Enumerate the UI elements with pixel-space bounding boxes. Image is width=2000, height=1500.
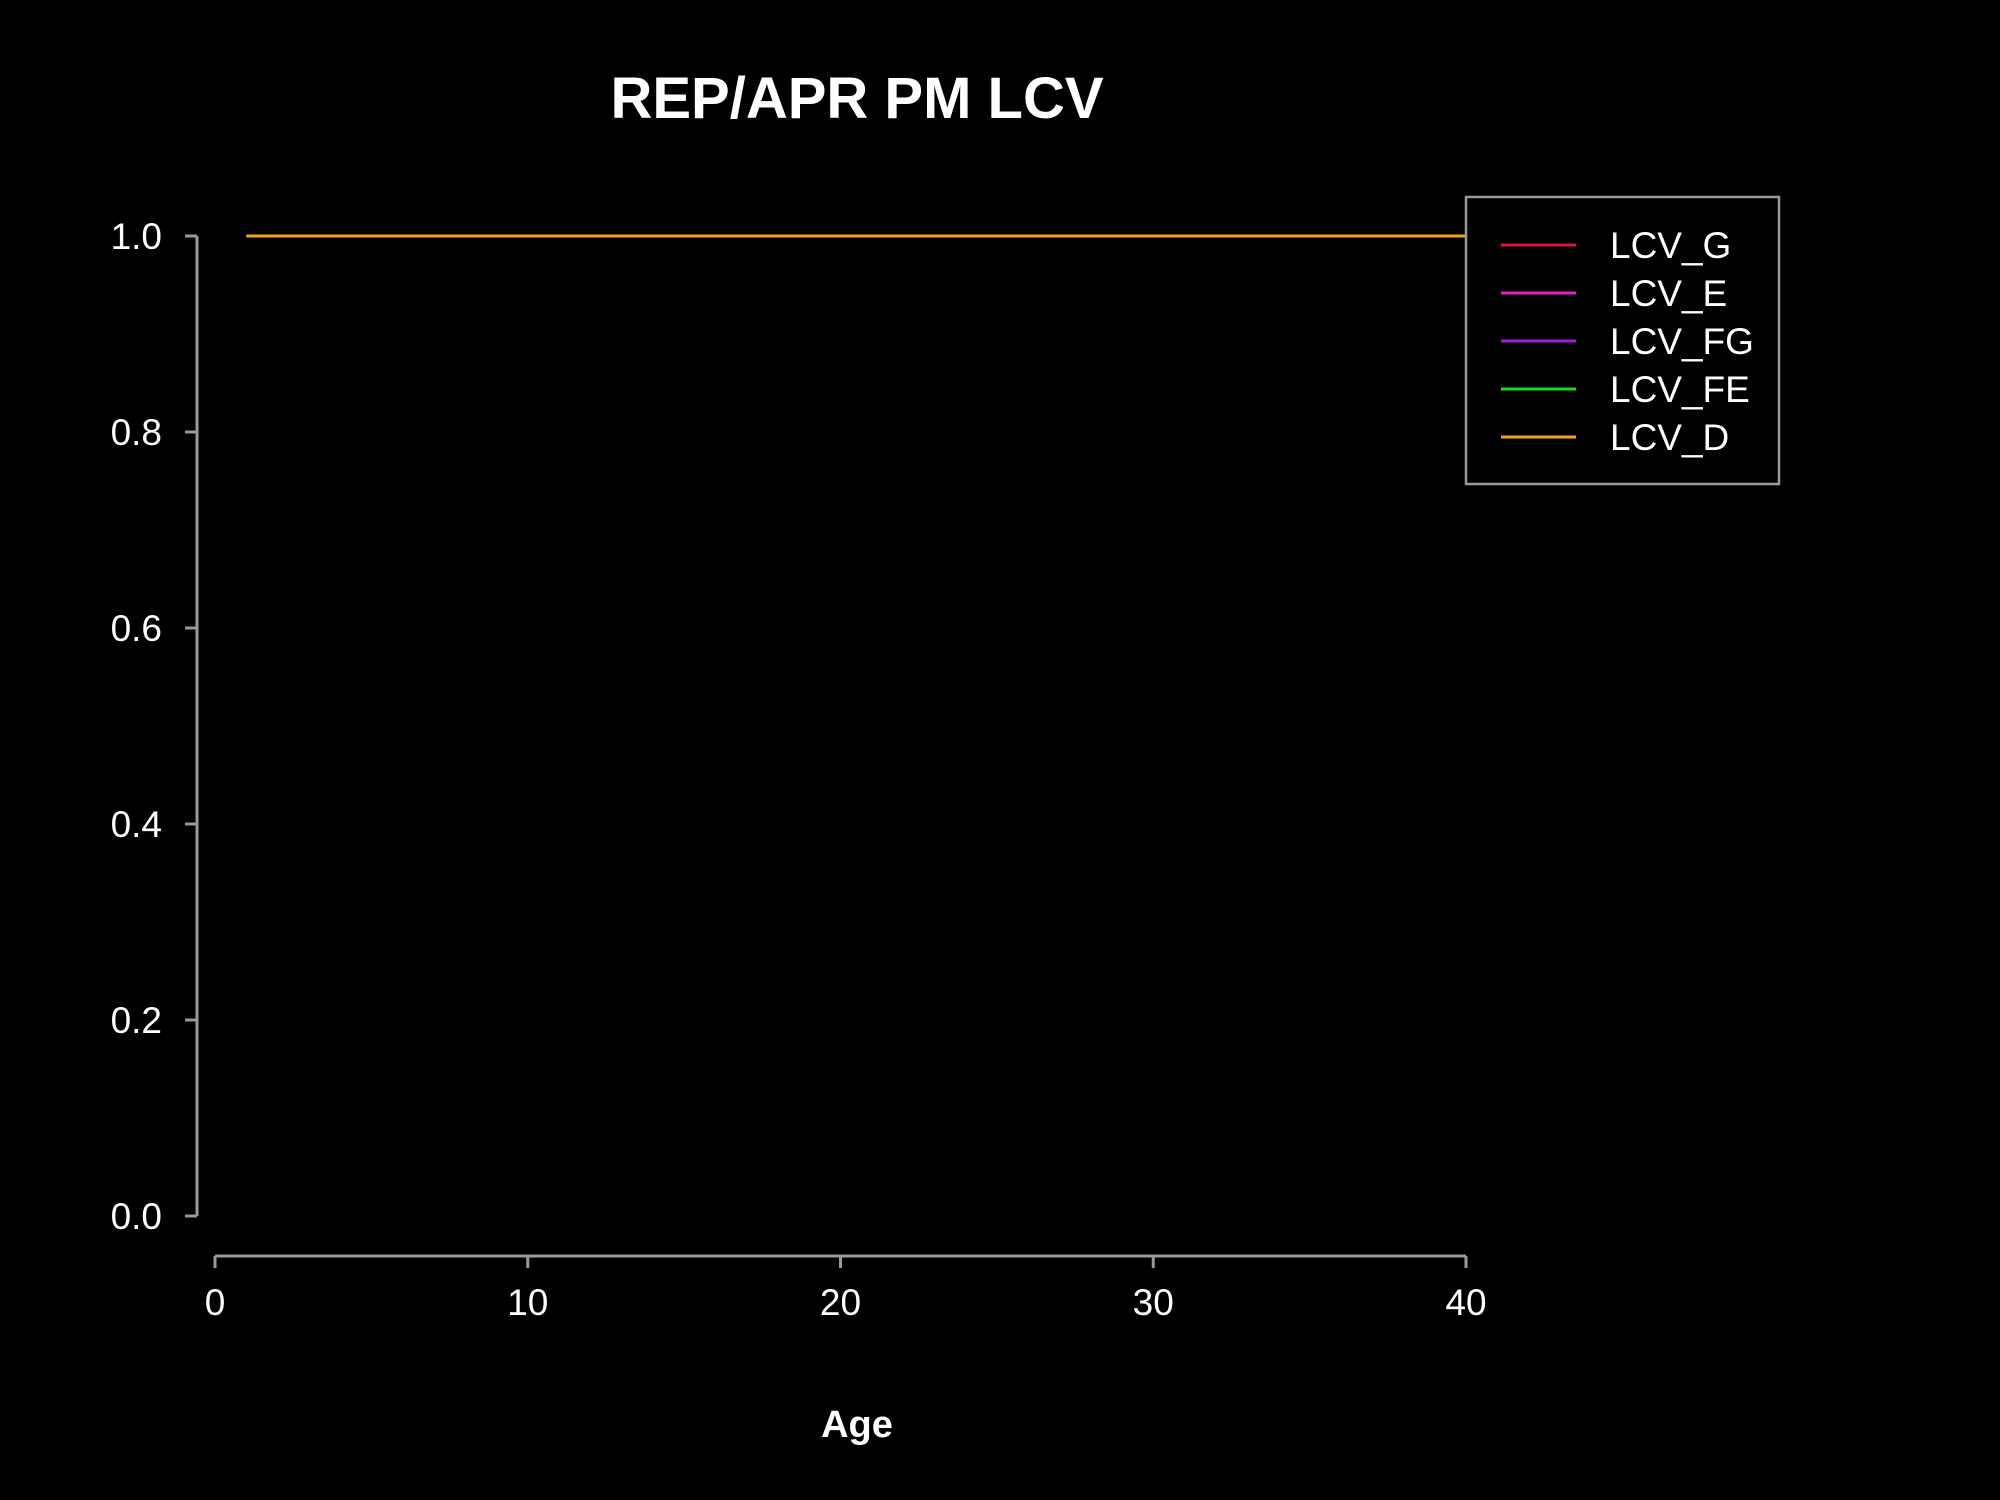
x-tick-label: 40 [1445,1282,1486,1323]
x-tick-label: 10 [507,1282,548,1323]
x-axis: 0 10 20 30 40 [205,1254,1487,1323]
legend-label: LCV_FE [1610,369,1750,410]
x-axis-label: Age [821,1404,893,1446]
legend-label: LCV_D [1610,417,1729,458]
y-tick-label: 1.0 [111,216,162,257]
legend-label: LCV_FG [1610,321,1754,362]
legend-label: LCV_G [1610,225,1731,266]
y-tick-label: 0.0 [111,1196,162,1237]
y-tick-label: 0.6 [111,608,162,649]
chart-title: REP/APR PM LCV [610,66,1103,131]
y-tick-label: 0.2 [111,1000,162,1041]
legend: LCV_G LCV_E LCV_FG LCV_FE LCV_D [1464,195,1781,486]
legend-label: LCV_E [1610,273,1727,314]
x-tick-label: 0 [205,1282,226,1323]
x-tick-label: 30 [1133,1282,1174,1323]
x-tick-label: 20 [820,1282,861,1323]
y-tick-label: 0.8 [111,412,162,453]
y-tick-label: 0.4 [111,804,162,845]
y-axis: 0.0 0.2 0.4 0.6 0.8 1.0 [111,216,199,1237]
